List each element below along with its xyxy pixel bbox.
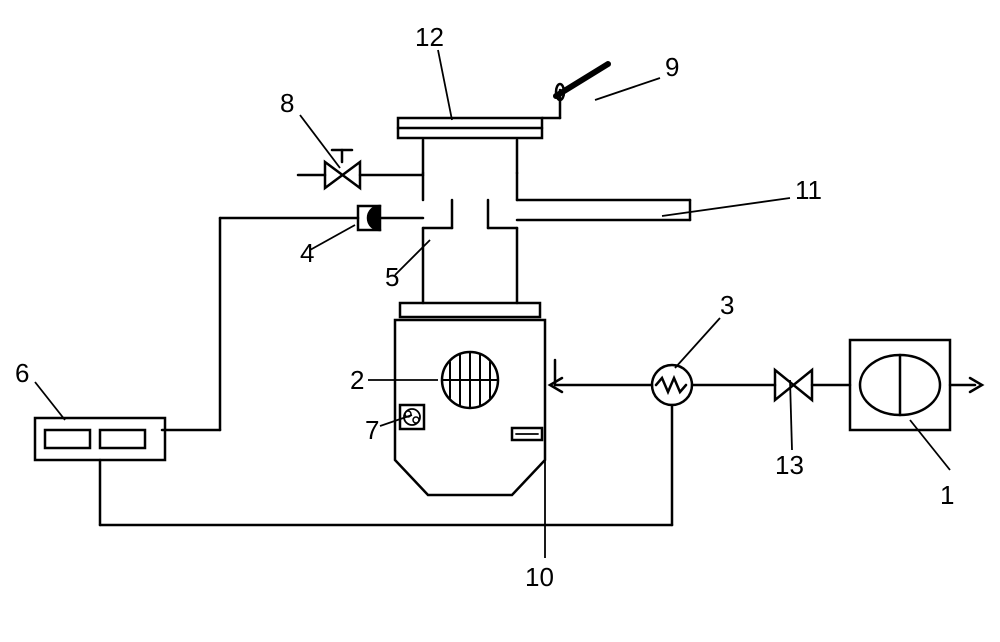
meter-3-zigzag	[656, 378, 686, 392]
handle-9-grip	[556, 64, 608, 96]
label-8: 8	[280, 88, 294, 119]
label-5: 5	[385, 262, 399, 293]
label-4: 4	[300, 238, 314, 269]
schematic-canvas	[0, 0, 1000, 642]
label-6: 6	[15, 358, 29, 389]
label-9: 9	[665, 52, 679, 83]
label-10: 10	[525, 562, 554, 593]
label-3: 3	[720, 290, 734, 321]
flange-middle	[400, 303, 540, 317]
valve-8	[325, 162, 360, 188]
label-1: 1	[940, 480, 954, 511]
valve-13	[775, 370, 812, 400]
label-12: 12	[415, 22, 444, 53]
label-2: 2	[350, 365, 364, 396]
label-13: 13	[775, 450, 804, 481]
label-11: 11	[795, 175, 822, 206]
sensor-4-arc	[368, 206, 380, 230]
label-7: 7	[365, 415, 379, 446]
